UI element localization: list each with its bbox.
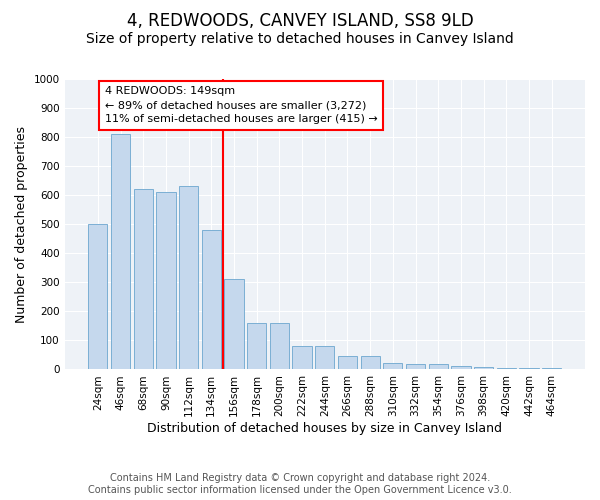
Text: 4 REDWOODS: 149sqm
← 89% of detached houses are smaller (3,272)
11% of semi-deta: 4 REDWOODS: 149sqm ← 89% of detached hou… <box>104 86 377 124</box>
Bar <box>451 366 470 370</box>
Bar <box>406 364 425 370</box>
Text: Size of property relative to detached houses in Canvey Island: Size of property relative to detached ho… <box>86 32 514 46</box>
Bar <box>156 192 176 370</box>
Bar <box>292 346 312 370</box>
Bar <box>338 356 357 370</box>
Bar <box>361 356 380 370</box>
Bar <box>428 364 448 370</box>
Bar <box>202 230 221 370</box>
Bar <box>247 323 266 370</box>
Y-axis label: Number of detached properties: Number of detached properties <box>15 126 28 322</box>
Bar <box>474 368 493 370</box>
Bar <box>497 368 516 370</box>
Bar <box>224 280 244 370</box>
Bar <box>179 186 198 370</box>
Bar <box>111 134 130 370</box>
Bar <box>315 346 334 370</box>
Bar <box>542 368 562 370</box>
X-axis label: Distribution of detached houses by size in Canvey Island: Distribution of detached houses by size … <box>147 422 502 435</box>
Bar <box>88 224 107 370</box>
Bar <box>383 363 403 370</box>
Bar <box>270 323 289 370</box>
Bar <box>520 368 539 370</box>
Text: Contains HM Land Registry data © Crown copyright and database right 2024.
Contai: Contains HM Land Registry data © Crown c… <box>88 474 512 495</box>
Text: 4, REDWOODS, CANVEY ISLAND, SS8 9LD: 4, REDWOODS, CANVEY ISLAND, SS8 9LD <box>127 12 473 30</box>
Bar <box>134 190 153 370</box>
